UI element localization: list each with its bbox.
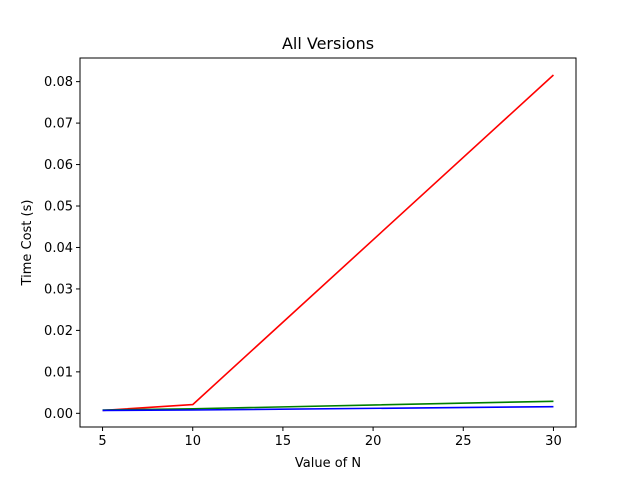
x-tick-label: 10 [184,434,201,449]
x-tick-label: 25 [455,434,472,449]
y-tick-label: 0.08 [44,75,73,90]
plot-frame [79,57,577,428]
y-tick-label: 0.03 [44,282,73,297]
x-axis: 5 10 15 20 25 30 [98,427,562,449]
y-tick-label: 0.02 [44,324,73,339]
series-layer [102,74,554,412]
y-axis: 0.00 0.01 0.02 0.03 0.04 0.05 0.06 0.07 0.08 [44,75,80,422]
series-line-3 [102,405,554,412]
y-tick-label: 0.04 [44,241,73,256]
chart-title: All Versions [282,34,374,53]
x-tick-label: 15 [275,434,292,449]
y-tick-label: 0.01 [44,365,73,380]
y-tick-label: 0.05 [44,200,73,215]
y-tick-label: 0.07 [44,117,73,132]
y-tick-label: 0.06 [44,158,73,173]
x-axis-label: Value of N [295,456,361,471]
x-tick-label: 20 [365,434,382,449]
x-tick-label: 5 [98,434,106,449]
x-tick-label: 30 [545,434,562,449]
series-line-1 [102,74,554,412]
y-tick-label: 0.00 [44,407,73,422]
y-axis-label: Time Cost (s) [20,200,35,287]
